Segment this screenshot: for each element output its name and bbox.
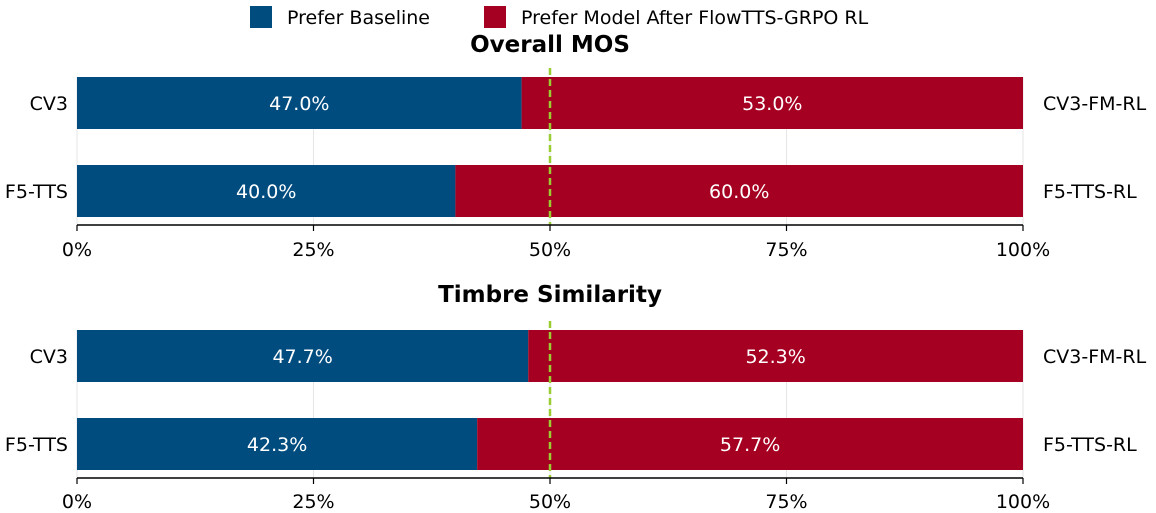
data-label: 53.0% [742,93,802,115]
x-tick-label: 0% [62,239,92,261]
legend-label-rl-model: Prefer Model After FlowTTS-GRPO RL [521,7,869,29]
chart-title: Overall MOS [470,32,630,58]
bar-rl-model [477,418,1024,470]
x-tick-label: 100% [996,239,1050,261]
category-label: CV3 [30,93,68,115]
right-model-label: F5-TTS-RL [1043,434,1137,456]
x-tick-label: 75% [765,239,807,261]
x-tick-label: 25% [292,239,334,261]
chart-panels: Overall MOS 47.0% 53.0% CV3 CV3-FM-RL 40.0% 60… [5,32,1147,513]
right-model-label: F5-TTS-RL [1043,181,1137,203]
bar-baseline [77,330,529,382]
chart-panel-2: Timbre Similarity 47.7% 52.3% CV3 CV3-FM-RL 4… [5,282,1147,513]
x-tick-label: 50% [529,491,571,513]
data-label: 60.0% [709,181,769,203]
right-model-label: CV3-FM-RL [1043,93,1147,115]
legend-swatch-baseline [250,6,272,28]
data-label: 57.7% [720,434,780,456]
chart-panel-1: Overall MOS 47.0% 53.0% CV3 CV3-FM-RL 40.0% 60… [5,32,1147,261]
data-label: 40.0% [236,181,296,203]
data-label: 42.3% [247,434,307,456]
category-label: CV3 [30,346,68,368]
x-tick-label: 75% [765,491,807,513]
data-label: 47.0% [269,93,329,115]
x-tick-label: 100% [996,491,1050,513]
legend: Prefer Baseline Prefer Model After FlowT… [250,6,869,29]
bar-baseline [77,77,522,129]
bar-baseline [77,165,456,217]
legend-swatch-rl-model [484,6,506,28]
right-model-label: CV3-FM-RL [1043,346,1147,368]
bar-rl-model [528,330,1023,382]
chart-title: Timbre Similarity [438,282,662,308]
bar-baseline [77,418,478,470]
x-tick-label: 50% [529,239,571,261]
data-label: 47.7% [272,346,332,368]
category-label: F5-TTS [5,434,68,456]
legend-label-baseline: Prefer Baseline [287,7,430,29]
data-label: 52.3% [745,346,805,368]
category-label: F5-TTS [5,181,68,203]
bar-rl-model [521,77,1023,129]
x-tick-label: 25% [292,491,334,513]
x-tick-label: 0% [62,491,92,513]
